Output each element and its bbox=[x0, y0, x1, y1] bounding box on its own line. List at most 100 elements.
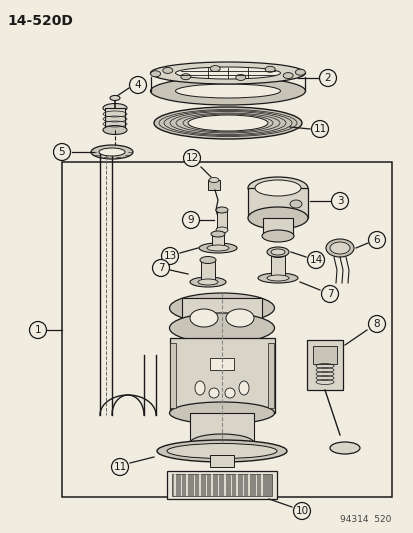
Bar bbox=[209, 358, 233, 370]
Ellipse shape bbox=[175, 67, 280, 79]
Ellipse shape bbox=[150, 62, 305, 84]
Ellipse shape bbox=[190, 277, 225, 287]
Ellipse shape bbox=[266, 275, 288, 281]
Ellipse shape bbox=[188, 115, 267, 131]
Ellipse shape bbox=[162, 67, 172, 74]
Circle shape bbox=[293, 503, 310, 520]
Ellipse shape bbox=[269, 251, 285, 257]
Ellipse shape bbox=[157, 440, 286, 462]
Ellipse shape bbox=[282, 72, 292, 78]
Ellipse shape bbox=[216, 227, 228, 233]
Ellipse shape bbox=[190, 309, 218, 327]
Ellipse shape bbox=[209, 177, 218, 182]
Ellipse shape bbox=[103, 103, 127, 112]
Bar bbox=[306, 340, 342, 390]
Ellipse shape bbox=[199, 243, 236, 253]
Circle shape bbox=[29, 321, 46, 338]
Circle shape bbox=[331, 192, 348, 209]
Ellipse shape bbox=[150, 77, 305, 105]
Ellipse shape bbox=[225, 309, 254, 327]
Bar bbox=[190, 413, 254, 443]
Circle shape bbox=[368, 231, 385, 248]
Text: 8: 8 bbox=[373, 319, 380, 329]
Bar bbox=[211, 234, 223, 248]
Circle shape bbox=[111, 458, 128, 475]
Circle shape bbox=[224, 388, 235, 398]
Bar bbox=[105, 108, 125, 130]
Ellipse shape bbox=[169, 293, 274, 323]
Circle shape bbox=[53, 143, 70, 160]
Circle shape bbox=[209, 388, 218, 398]
Text: 13: 13 bbox=[163, 251, 176, 261]
Text: 5: 5 bbox=[59, 147, 65, 157]
Text: 11: 11 bbox=[313, 124, 326, 134]
Ellipse shape bbox=[169, 402, 274, 424]
Bar bbox=[271, 254, 284, 278]
Ellipse shape bbox=[264, 66, 275, 72]
Ellipse shape bbox=[254, 180, 300, 196]
Ellipse shape bbox=[216, 207, 228, 213]
Bar bbox=[62, 162, 391, 497]
Circle shape bbox=[311, 120, 328, 138]
Bar bbox=[201, 260, 214, 282]
Text: 94314  520: 94314 520 bbox=[339, 515, 390, 524]
Ellipse shape bbox=[261, 230, 293, 242]
Text: 12: 12 bbox=[185, 153, 198, 163]
Text: 4: 4 bbox=[134, 80, 141, 90]
Circle shape bbox=[319, 69, 336, 86]
Text: 2: 2 bbox=[324, 73, 330, 83]
Ellipse shape bbox=[266, 247, 288, 257]
Ellipse shape bbox=[210, 66, 220, 71]
Ellipse shape bbox=[199, 256, 216, 263]
Ellipse shape bbox=[175, 84, 280, 98]
Ellipse shape bbox=[329, 442, 359, 454]
Text: 6: 6 bbox=[373, 235, 380, 245]
Ellipse shape bbox=[150, 71, 160, 77]
Ellipse shape bbox=[289, 200, 301, 208]
Circle shape bbox=[129, 77, 146, 93]
Ellipse shape bbox=[190, 434, 254, 452]
Text: 3: 3 bbox=[336, 196, 342, 206]
Bar bbox=[182, 298, 261, 328]
Ellipse shape bbox=[91, 145, 133, 159]
Text: 7: 7 bbox=[157, 263, 164, 273]
Ellipse shape bbox=[211, 231, 224, 237]
Text: 7: 7 bbox=[326, 289, 332, 299]
Ellipse shape bbox=[197, 279, 218, 285]
Bar bbox=[166, 471, 276, 499]
Ellipse shape bbox=[238, 381, 248, 395]
Ellipse shape bbox=[235, 75, 245, 80]
Circle shape bbox=[182, 212, 199, 229]
Ellipse shape bbox=[247, 207, 307, 229]
Bar bbox=[209, 455, 233, 467]
Bar bbox=[207, 180, 219, 190]
Ellipse shape bbox=[329, 242, 349, 254]
Circle shape bbox=[152, 260, 169, 277]
Text: 11: 11 bbox=[113, 462, 126, 472]
Bar bbox=[171, 474, 271, 496]
Circle shape bbox=[321, 286, 338, 303]
Ellipse shape bbox=[154, 107, 301, 139]
Text: 10: 10 bbox=[295, 506, 308, 516]
Bar bbox=[170, 338, 274, 413]
Circle shape bbox=[183, 149, 200, 166]
Ellipse shape bbox=[195, 381, 204, 395]
Text: 9: 9 bbox=[187, 215, 194, 225]
Ellipse shape bbox=[180, 74, 190, 80]
Ellipse shape bbox=[247, 177, 307, 199]
Circle shape bbox=[368, 316, 385, 333]
Ellipse shape bbox=[169, 313, 274, 343]
Bar bbox=[267, 343, 273, 408]
Ellipse shape bbox=[294, 69, 305, 75]
Ellipse shape bbox=[166, 443, 276, 458]
Ellipse shape bbox=[103, 125, 127, 134]
Ellipse shape bbox=[325, 239, 353, 257]
Text: 14-520D: 14-520D bbox=[7, 14, 73, 28]
Ellipse shape bbox=[257, 273, 297, 283]
Bar bbox=[170, 343, 176, 408]
Ellipse shape bbox=[271, 249, 284, 255]
Circle shape bbox=[307, 252, 324, 269]
Ellipse shape bbox=[99, 148, 125, 156]
Ellipse shape bbox=[206, 245, 228, 251]
Bar bbox=[247, 188, 307, 218]
